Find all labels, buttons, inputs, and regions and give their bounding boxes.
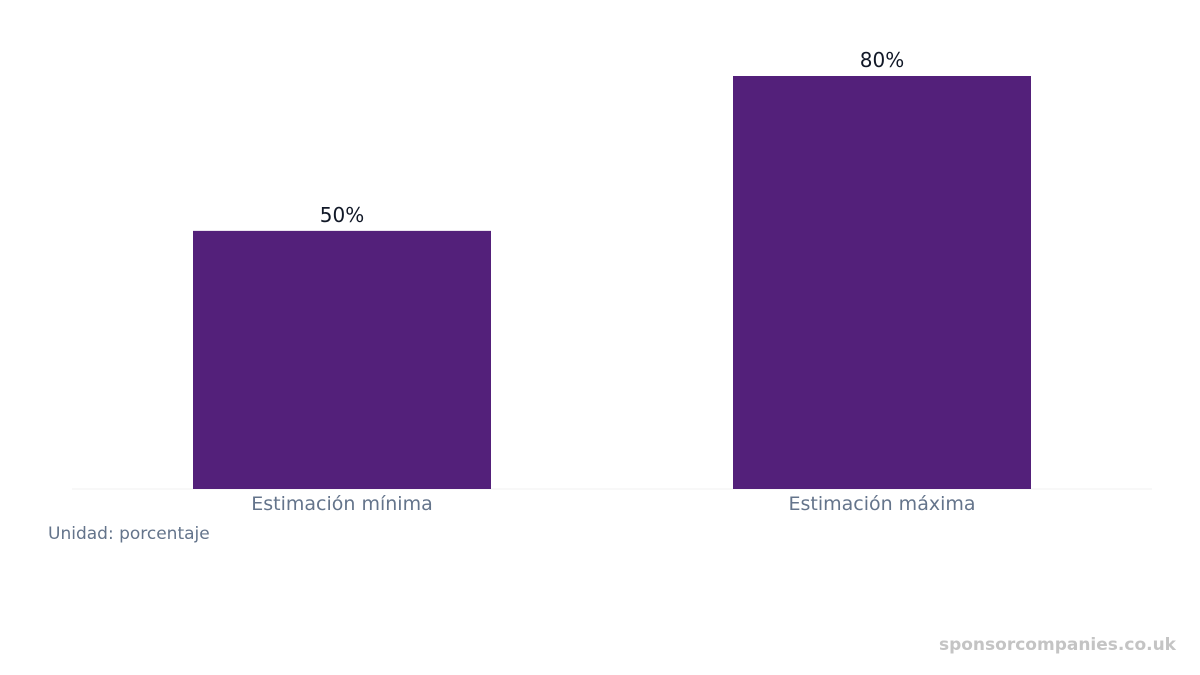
unit-note: Unidad: porcentaje bbox=[48, 524, 210, 544]
bar-value-label-1: 80% bbox=[860, 48, 904, 72]
bar-value-label-0: 50% bbox=[320, 203, 364, 227]
watermark: sponsorcompanies.co.uk bbox=[938, 635, 1176, 655]
x-tick-labels-group: Estimación mínima Estimación máxima bbox=[251, 493, 975, 515]
bars-group bbox=[193, 76, 1031, 489]
x-tick-label-1: Estimación máxima bbox=[788, 493, 975, 515]
value-labels-group: 50% 80% bbox=[320, 48, 904, 227]
bar-0 bbox=[193, 230, 491, 489]
bar-1 bbox=[733, 76, 1031, 489]
x-tick-label-0: Estimación mínima bbox=[251, 493, 432, 515]
